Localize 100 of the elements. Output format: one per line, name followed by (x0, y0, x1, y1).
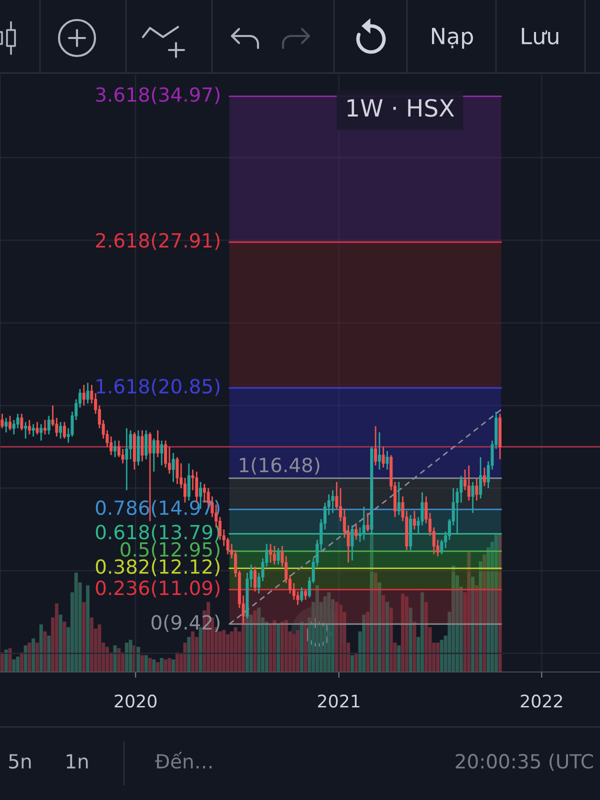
bar (253, 610, 257, 672)
bar (47, 636, 51, 672)
candlestick (156, 430, 160, 458)
bar (4, 650, 8, 672)
bar (117, 648, 121, 672)
text: 20:00:35 (UTC (456, 754, 593, 771)
candlestick (28, 419, 31, 436)
bar (140, 655, 144, 672)
candlestick (59, 421, 62, 440)
bar (168, 658, 172, 672)
candlestick (36, 421, 39, 436)
bar (187, 637, 191, 672)
candlestick (4, 417, 8, 434)
bar (172, 659, 176, 672)
candlestick (40, 423, 43, 442)
candlestick (176, 456, 179, 485)
bar (90, 617, 94, 672)
bar (39, 624, 43, 672)
bar (28, 642, 32, 672)
candlestick (378, 432, 381, 470)
bar (280, 622, 284, 672)
ref-line-label: 1(16.48) (240, 457, 320, 475)
bar (471, 576, 475, 672)
candlestick (331, 490, 334, 514)
bar (452, 566, 456, 672)
bar (20, 652, 24, 672)
bar (124, 642, 128, 672)
bar (424, 602, 428, 672)
bar (482, 554, 486, 672)
bar (86, 585, 90, 672)
text: 1n (66, 754, 88, 768)
bar (58, 614, 62, 672)
candlestick (296, 590, 300, 606)
bar (350, 655, 354, 672)
candlestick (386, 450, 389, 470)
bar (404, 596, 408, 672)
candlestick (168, 446, 171, 474)
candlestick (144, 430, 148, 460)
candlestick (475, 477, 478, 502)
candlestick (354, 522, 358, 540)
candlestick (397, 481, 400, 516)
ref-line-label: 1.618(20.85) (96, 378, 220, 396)
ref-line-label: 0.618(13.79) (96, 524, 220, 542)
candlestick (479, 456, 482, 500)
ref-line-label: 2.618(27.91) (96, 232, 220, 250)
bar (234, 627, 238, 672)
candlestick (8, 415, 12, 432)
bar (62, 622, 66, 672)
bar (191, 631, 195, 672)
bar (374, 572, 378, 672)
candlestick (269, 543, 272, 564)
bar (385, 602, 389, 672)
bar (300, 622, 304, 672)
bar (494, 534, 498, 672)
candlestick (226, 537, 230, 555)
bar (296, 630, 300, 672)
text: Lưu (522, 28, 558, 44)
candlestick (0, 413, 4, 429)
bar (54, 603, 58, 672)
bar (175, 652, 179, 672)
bar (378, 582, 382, 672)
candlestick (121, 448, 124, 464)
candlestick (160, 440, 164, 466)
candlestick (253, 566, 257, 592)
bar (498, 533, 502, 672)
x-tick-label: 2020 (114, 694, 156, 708)
candlestick (276, 547, 280, 566)
bar (334, 602, 338, 672)
ref-line-label: 0.5(12.95) (120, 542, 220, 560)
bar (304, 624, 308, 672)
candlestick (362, 506, 366, 540)
candlestick (350, 524, 354, 562)
candlestick (382, 446, 385, 468)
bar (382, 595, 386, 672)
candlestick (467, 464, 470, 502)
candlestick (482, 466, 486, 487)
bar (136, 646, 140, 672)
bar (43, 631, 47, 672)
candlestick (32, 423, 35, 438)
candlestick (86, 382, 90, 404)
text: Nạp (432, 28, 473, 49)
candlestick (412, 510, 416, 530)
bar (292, 634, 296, 672)
candlestick (300, 586, 304, 602)
candlestick (374, 425, 378, 466)
candlestick (304, 588, 308, 600)
bar (24, 645, 28, 672)
bar (156, 662, 160, 672)
bar (268, 624, 272, 672)
candlestick (187, 462, 190, 502)
bar (412, 622, 416, 672)
bar (467, 552, 471, 672)
bar (16, 656, 20, 672)
bar (276, 624, 280, 672)
bar (389, 608, 393, 672)
candlestick (24, 421, 28, 440)
bar (35, 642, 39, 672)
candlestick (125, 428, 128, 491)
candlestick (43, 419, 47, 436)
bar (397, 645, 401, 672)
